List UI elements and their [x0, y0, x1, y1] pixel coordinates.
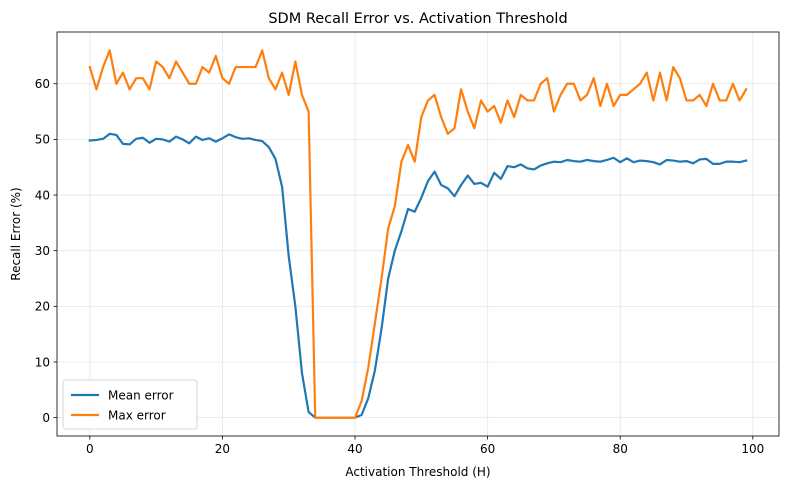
y-tick-label: 60 — [35, 77, 50, 91]
y-axis-title: Recall Error (%) — [9, 187, 23, 280]
plot-frame — [56, 31, 780, 437]
y-tick-label: 30 — [35, 244, 50, 258]
chart-title: SDM Recall Error vs. Activation Threshol… — [268, 11, 567, 27]
series-layer — [88, 49, 748, 419]
x-tick-label: 60 — [480, 442, 495, 456]
legend: Mean error Max error — [62, 379, 198, 430]
series-line-mean-error — [88, 132, 748, 419]
x-tick-label: 40 — [347, 442, 362, 456]
legend-box — [62, 379, 198, 430]
x-tick-label: 80 — [613, 442, 628, 456]
legend-label-mean-error: Mean error — [108, 389, 174, 403]
y-tick-label: 40 — [35, 188, 50, 202]
x-tick-label: 100 — [741, 442, 764, 456]
axes: 0 20 40 60 80 100 0 10 20 30 40 50 60 — [35, 77, 765, 456]
y-tick-label: 10 — [35, 355, 50, 369]
series-line-max-error — [88, 49, 748, 419]
y-tick-label: 0 — [42, 411, 50, 425]
y-tick-label: 50 — [35, 133, 50, 147]
grid — [57, 32, 779, 436]
y-tick-label: 20 — [35, 300, 50, 314]
x-tick-label: 0 — [86, 442, 94, 456]
legend-label-max-error: Max error — [108, 409, 166, 423]
x-tick-label: 20 — [215, 442, 230, 456]
x-axis-title: Activation Threshold (H) — [345, 465, 490, 479]
